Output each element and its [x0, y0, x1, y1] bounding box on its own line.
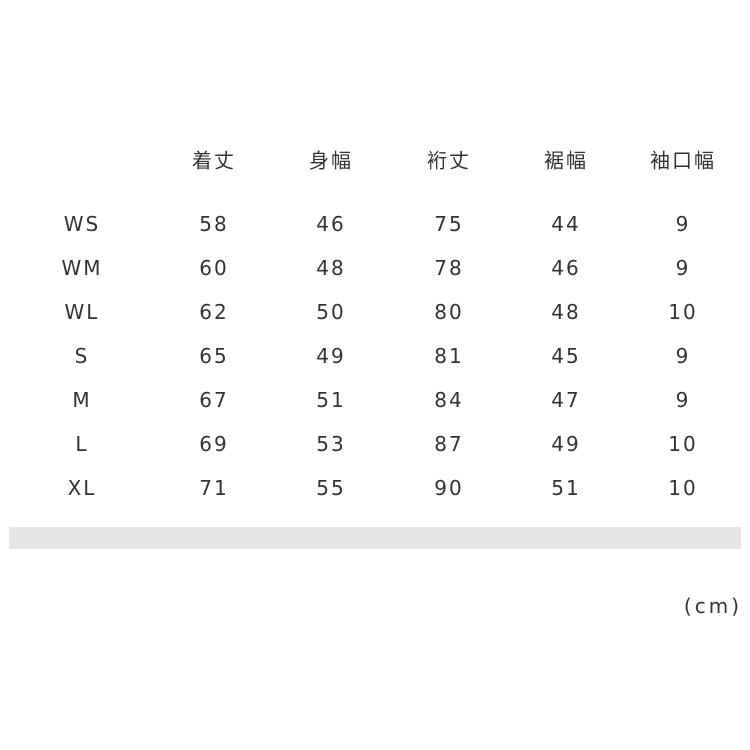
table-cell: 10	[668, 476, 698, 500]
column-header: 袖口幅	[650, 148, 716, 173]
table-cell: 69	[199, 432, 229, 456]
table-cell: 50	[316, 300, 346, 324]
table-cell: 51	[551, 476, 581, 500]
table-cell: 10	[668, 432, 698, 456]
table-cell: 47	[551, 388, 581, 412]
table-cell: 46	[551, 256, 581, 280]
table-cell: 75	[434, 212, 464, 236]
row-label: WL	[64, 300, 100, 324]
row-label: S	[74, 344, 90, 368]
row-label: WS	[63, 212, 101, 236]
table-cell: 62	[199, 300, 229, 324]
column-header: 裄丈	[427, 148, 471, 173]
table-cell: 84	[434, 388, 464, 412]
table-cell: 65	[199, 344, 229, 368]
row-label: M	[72, 388, 92, 412]
table-cell: 80	[434, 300, 464, 324]
table-cell: 60	[199, 256, 229, 280]
column-header: 裾幅	[544, 148, 588, 173]
table-cell: 49	[316, 344, 346, 368]
table-cell: 78	[434, 256, 464, 280]
column-header: 着丈	[192, 148, 236, 173]
row-label: L	[75, 432, 89, 456]
table-cell: 45	[551, 344, 581, 368]
table-cell: 81	[434, 344, 464, 368]
table-cell: 9	[675, 212, 691, 236]
table-cell: 44	[551, 212, 581, 236]
table-cell: 9	[675, 256, 691, 280]
table-cell: 90	[434, 476, 464, 500]
table-cell: 53	[316, 432, 346, 456]
table-cell: 51	[316, 388, 346, 412]
row-label: XL	[67, 476, 97, 500]
column-header: 身幅	[309, 148, 353, 173]
table-cell: 71	[199, 476, 229, 500]
table-cell: 58	[199, 212, 229, 236]
table-cell: 67	[199, 388, 229, 412]
divider-bar	[9, 527, 741, 549]
table-cell: 55	[316, 476, 346, 500]
unit-note: (cm)	[683, 594, 742, 618]
table-cell: 48	[551, 300, 581, 324]
row-label: WM	[61, 256, 103, 280]
table-cell: 46	[316, 212, 346, 236]
table-cell: 49	[551, 432, 581, 456]
table-cell: 10	[668, 300, 698, 324]
table-cell: 48	[316, 256, 346, 280]
table-cell: 9	[675, 388, 691, 412]
table-cell: 9	[675, 344, 691, 368]
table-cell: 87	[434, 432, 464, 456]
